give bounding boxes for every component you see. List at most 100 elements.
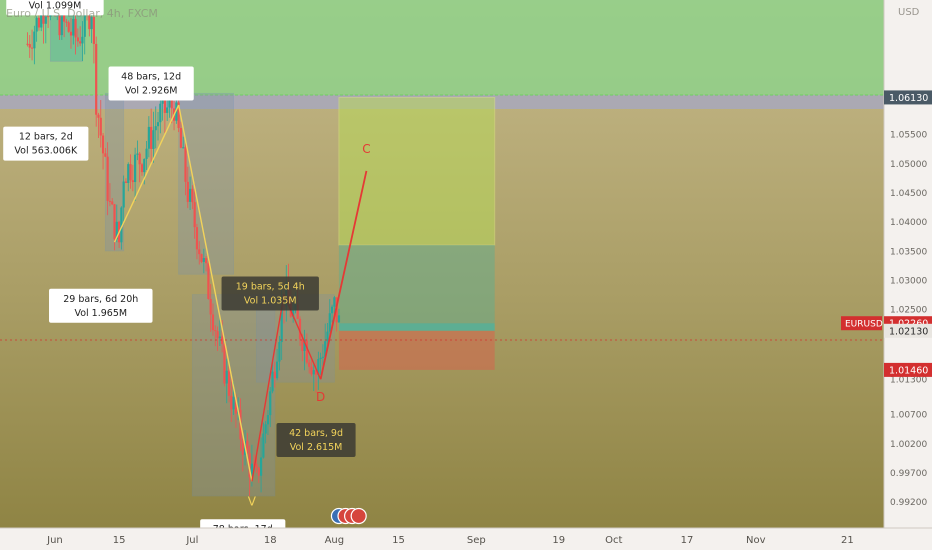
symbol-tag-label: EURUSD [845, 320, 883, 330]
candle-body [30, 47, 34, 49]
y-tick-label: 1.03000 [890, 277, 927, 287]
x-tick-label: 21 [841, 535, 854, 546]
y-tick-label: 1.01300 [890, 376, 927, 386]
candle-body [310, 366, 313, 375]
stop-loss-zone[interactable] [338, 330, 495, 370]
y-tick-label: 1.04000 [890, 218, 927, 228]
candle-body [202, 258, 205, 262]
price-axis[interactable] [884, 0, 932, 528]
projection-leg[interactable] [319, 170, 368, 380]
candle-body [269, 391, 272, 416]
x-tick-label: Jul [185, 535, 198, 546]
entry-band [338, 323, 495, 331]
candle-body [292, 310, 295, 317]
annotation-bars: 29 bars, 6d 20h [63, 294, 138, 305]
candle-body [303, 340, 306, 351]
y-tick-label: 1.05000 [890, 160, 927, 170]
x-tick-label: 15 [392, 535, 405, 546]
candle-body [234, 396, 237, 414]
candle-body [273, 371, 276, 379]
candle-body [95, 43, 98, 115]
pattern-leg[interactable] [251, 294, 285, 482]
annotation-volume: Vol 1.965M [74, 308, 127, 319]
annotation-bars: 42 bars, 9d [289, 428, 343, 439]
measure-annotation[interactable] [6, 0, 104, 16]
price-tag[interactable] [884, 362, 932, 377]
annotation-volume: Vol 1.035M [244, 296, 297, 307]
candle-body [58, 7, 61, 36]
measure-annotation[interactable] [221, 276, 319, 311]
annotation-bars: 48 bars, 12d [121, 72, 181, 83]
candle-body [218, 336, 221, 339]
candle-body [280, 305, 283, 343]
candle-body [255, 464, 258, 468]
candle-body [147, 126, 150, 149]
measure-annotation[interactable] [3, 126, 89, 161]
measure-annotation[interactable] [276, 422, 356, 457]
economic-event-icon[interactable] [350, 507, 367, 525]
event-markers[interactable] [330, 507, 367, 525]
y-tick-label: 1.00700 [890, 411, 927, 421]
annotation-bars: 12 bars, 2d [19, 132, 73, 143]
candle-body [195, 227, 199, 250]
candle-body [227, 370, 231, 396]
candle-body [262, 433, 265, 458]
candle-body [324, 341, 327, 357]
candle-body [60, 9, 63, 36]
candle-body [168, 99, 171, 108]
candle-body [264, 424, 267, 434]
price-tag[interactable] [884, 90, 932, 105]
annotation-volume: Vol 1.099M [29, 0, 82, 11]
candle-body [278, 342, 281, 362]
target-zone[interactable] [338, 96, 496, 246]
candle-body [83, 6, 86, 37]
candle-body [205, 258, 208, 264]
x-tick-label: 17 [681, 535, 694, 546]
candle-body [63, 9, 66, 22]
candle-body [186, 181, 189, 202]
time-axis[interactable] [0, 528, 932, 550]
y-tick-label: 1.02500 [890, 306, 927, 316]
candle-body [337, 315, 341, 323]
candle-body [40, 11, 43, 28]
price-tag-value: 1.06130 [889, 93, 928, 104]
candle-body [211, 314, 215, 331]
x-tick-label: 15 [113, 535, 126, 546]
candle-body [106, 156, 109, 201]
candle-body [317, 358, 320, 375]
candle-body [328, 313, 331, 332]
candle-body [175, 102, 178, 121]
candle-body [298, 318, 302, 340]
candle-body [92, 16, 95, 44]
candle-body [44, 16, 47, 24]
candle-body [259, 457, 263, 476]
candle-body [276, 361, 279, 379]
candle-body [230, 395, 233, 410]
candle-body [90, 16, 93, 30]
candle-body [104, 153, 107, 157]
candle-body [248, 453, 251, 478]
candle-body [182, 147, 185, 149]
symbol-tag[interactable] [841, 316, 882, 331]
measure-annotation[interactable] [49, 288, 153, 323]
candle-body [257, 467, 260, 476]
candle-body [81, 36, 84, 44]
candle-body [138, 153, 141, 165]
pattern-label: V [248, 494, 257, 508]
candle-body [209, 298, 212, 315]
pattern-leg[interactable] [113, 104, 180, 243]
candle-body [266, 415, 270, 425]
x-tick-label: Sep [467, 535, 486, 546]
y-tick-label: 1.05500 [890, 131, 927, 141]
candle-body [225, 370, 228, 384]
pattern-leg[interactable] [177, 104, 253, 482]
profit-zone[interactable] [338, 245, 495, 324]
candle-body [67, 22, 70, 32]
candle-body [170, 99, 173, 109]
candle-body [145, 148, 148, 159]
candle-body [37, 17, 41, 28]
price-tag[interactable] [884, 323, 932, 338]
candle-body [314, 370, 318, 375]
measure-annotation[interactable] [108, 66, 194, 101]
